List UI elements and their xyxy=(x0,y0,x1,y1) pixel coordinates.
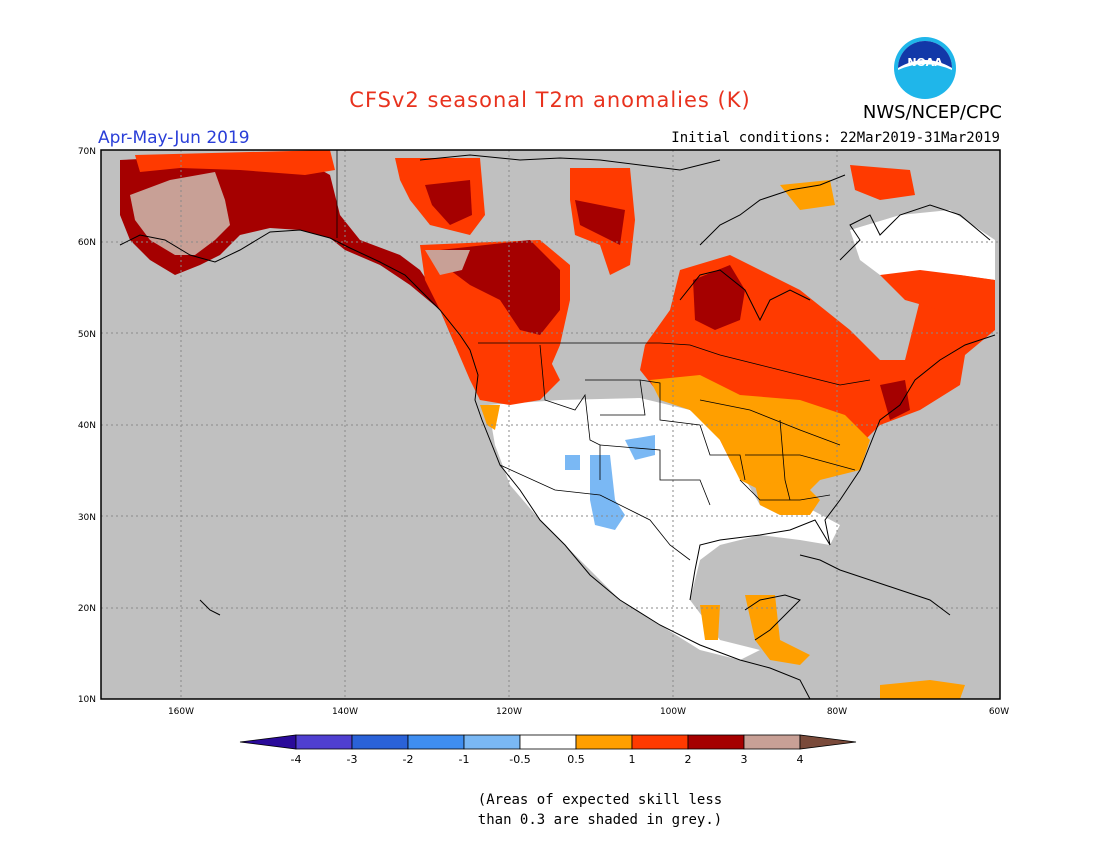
anomaly-blue-arizona xyxy=(565,455,580,470)
anomaly-red-labrador xyxy=(880,270,995,335)
logo-text: NOAA xyxy=(907,56,943,69)
map-frame xyxy=(100,149,1001,700)
anomaly-orange-east-us xyxy=(650,375,870,500)
legend-tick-label: -3 xyxy=(347,753,358,766)
initial-conditions-label: Initial conditions: 22Mar2019-31Mar2019 xyxy=(671,130,1000,146)
lat-label: 30N xyxy=(78,513,96,523)
anomaly-dark-red-nw-canada xyxy=(425,180,472,225)
graticule xyxy=(101,150,1000,699)
anomaly-dark-red-ontario xyxy=(693,265,745,330)
anomaly-orange-central-america xyxy=(745,595,810,665)
anomaly-orange-south-america xyxy=(880,680,965,699)
anomaly-dark-red-western-canada xyxy=(440,240,560,335)
legend-tick-label: 0.5 xyxy=(567,753,585,766)
color-legend: -4 -3 -2 -1 -0.5 0.5 1 2 3 4 xyxy=(239,734,857,766)
legend-swatch xyxy=(631,734,689,750)
anomaly-orange-arctic-islands xyxy=(780,180,835,210)
anomaly-dark-red-new-england xyxy=(880,380,910,420)
anomaly-red-baffin xyxy=(850,165,915,200)
legend-tick-label: 3 xyxy=(741,753,748,766)
legend-swatch xyxy=(463,734,521,750)
anomaly-field xyxy=(120,150,995,699)
legend-tick-label: 2 xyxy=(685,753,692,766)
period-label: Apr-May-Jun 2019 xyxy=(98,128,250,148)
anomaly-blue-southwest xyxy=(590,455,625,530)
lon-label: 140W xyxy=(332,707,358,717)
footnote-line-2: than 0.3 are shaded in grey.) xyxy=(477,812,723,828)
legend-swatch xyxy=(575,734,633,750)
noaa-logo: NOAA xyxy=(894,37,956,99)
anomaly-brown-bc xyxy=(425,250,470,275)
anomaly-red-north-alaska xyxy=(135,150,335,175)
legend-tick-label: -2 xyxy=(403,753,414,766)
anomaly-orange-mexico-south xyxy=(700,605,720,640)
map-title: CFSv2 seasonal T2m anomalies (K) xyxy=(349,88,751,112)
lon-label: 60W xyxy=(989,707,1009,717)
lon-label: 100W xyxy=(660,707,686,717)
political-borders xyxy=(336,150,871,561)
lat-label: 10N xyxy=(78,695,96,705)
legend-arrow-low xyxy=(239,734,297,750)
lon-label: 120W xyxy=(496,707,522,717)
coastlines xyxy=(119,154,996,699)
lat-label: 70N xyxy=(78,147,96,157)
lat-label: 40N xyxy=(78,421,96,431)
lat-labels: 70N 60N 50N 40N 30N 20N 10N xyxy=(78,147,96,705)
anomaly-orange-pacific-coast xyxy=(480,405,500,430)
legend-swatch xyxy=(687,734,745,750)
legend-tick-label: -1 xyxy=(459,753,470,766)
agency-label: NWS/NCEP/CPC xyxy=(862,102,1002,123)
anomaly-brown-alaska xyxy=(130,172,230,255)
legend-arrow-high xyxy=(799,734,857,750)
lat-label: 60N xyxy=(78,238,96,248)
legend-tick-labels: -4 -3 -2 -1 -0.5 0.5 1 2 3 4 xyxy=(291,753,804,766)
anomaly-dark-red-nunavut xyxy=(575,200,625,245)
legend-tick-label: -4 xyxy=(291,753,302,766)
lon-label: 160W xyxy=(168,707,194,717)
legend-swatch xyxy=(519,734,577,750)
anomaly-red-pacific-nw xyxy=(472,345,560,405)
anomaly-orange-southeast xyxy=(755,480,820,515)
legend-tick-label: 1 xyxy=(629,753,636,766)
legend-swatches xyxy=(239,734,857,750)
legend-swatch xyxy=(351,734,409,750)
legend-swatch xyxy=(407,734,465,750)
anomaly-blue-new-mexico xyxy=(625,435,655,460)
legend-tick-label: 4 xyxy=(797,753,804,766)
lon-label: 80W xyxy=(827,707,847,717)
land-neutral-labrador xyxy=(850,210,995,290)
footnote-line-1: (Areas of expected skill less xyxy=(477,792,723,808)
lat-label: 20N xyxy=(78,604,96,614)
lon-labels: 160W 140W 120W 100W 80W 60W xyxy=(168,707,1009,717)
legend-swatch xyxy=(295,734,353,750)
legend-tick-label: -0.5 xyxy=(509,753,530,766)
lat-label: 50N xyxy=(78,330,96,340)
legend-swatch xyxy=(743,734,801,750)
